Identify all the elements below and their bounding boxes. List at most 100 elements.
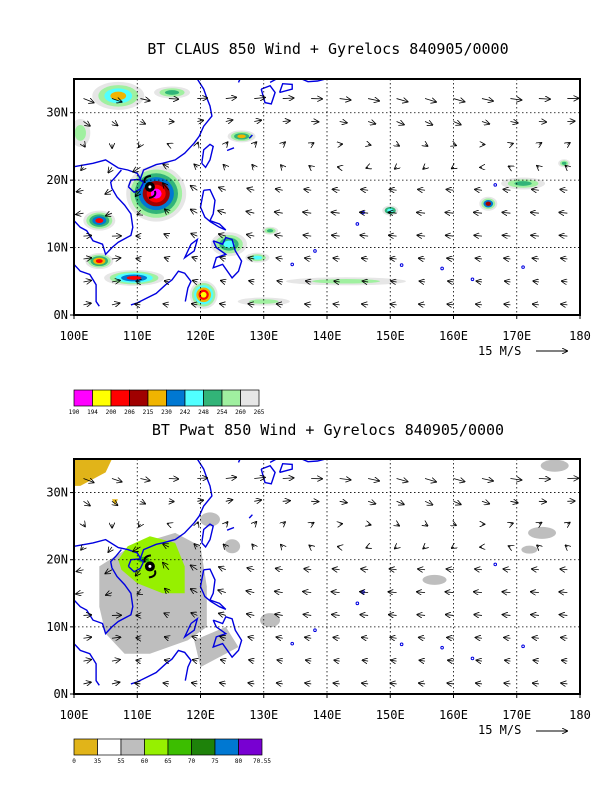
wind-vector bbox=[560, 615, 568, 616]
colorbar-swatch bbox=[147, 389, 167, 407]
island-outline bbox=[521, 265, 525, 269]
lat-tick-label: 20N bbox=[46, 553, 68, 567]
wind-vector bbox=[76, 213, 84, 214]
wind-vector bbox=[504, 569, 511, 570]
wind-vector bbox=[197, 143, 198, 145]
wind-vector bbox=[311, 523, 313, 524]
wind-vector bbox=[282, 478, 294, 479]
wind-vector bbox=[531, 615, 539, 616]
wind-vector bbox=[419, 683, 426, 684]
wind-vector bbox=[447, 304, 454, 305]
wind-vector bbox=[391, 683, 397, 684]
wind-vector bbox=[425, 144, 427, 146]
wind-vector bbox=[334, 660, 339, 661]
lat-tick-label: 10N bbox=[46, 241, 68, 255]
wind-vector bbox=[417, 212, 426, 213]
island-outline bbox=[470, 277, 475, 282]
wind-vector bbox=[481, 99, 493, 101]
coastline-segment bbox=[201, 143, 214, 169]
wind-vector bbox=[165, 281, 169, 282]
wind-vector bbox=[534, 281, 539, 282]
wind-vector bbox=[247, 188, 255, 190]
wind-vector bbox=[333, 569, 340, 570]
coastline-segment bbox=[182, 617, 199, 639]
wind-vector bbox=[476, 304, 483, 305]
wind-vector bbox=[221, 660, 226, 661]
wind-vector bbox=[362, 258, 369, 259]
wind-vector bbox=[219, 613, 226, 615]
coastline-segment bbox=[257, 459, 259, 460]
wind-vector bbox=[220, 637, 226, 639]
wind-vector bbox=[396, 99, 408, 102]
wind-vector bbox=[83, 258, 91, 259]
wind-vector bbox=[282, 501, 290, 502]
wind-vector bbox=[133, 167, 141, 171]
wind-vector bbox=[419, 258, 426, 259]
lon-tick-label: 160E bbox=[439, 708, 468, 722]
wind-vector bbox=[417, 592, 426, 593]
wind-vector bbox=[306, 660, 311, 661]
brightness-temperature-cell bbox=[200, 291, 207, 298]
wind-vector bbox=[360, 212, 369, 213]
lon-tick-label: 100E bbox=[60, 329, 89, 343]
wind-vector bbox=[339, 501, 347, 502]
wind-vector bbox=[164, 304, 169, 305]
coastline-segment bbox=[130, 649, 192, 685]
wind-vector bbox=[163, 165, 169, 168]
lon-tick-label: 180 bbox=[569, 329, 591, 343]
brightness-temperature-cell bbox=[95, 259, 103, 264]
coastline-segment bbox=[260, 84, 276, 105]
lon-tick-label: 110E bbox=[123, 708, 152, 722]
wind-vector bbox=[368, 99, 379, 101]
wind-vector bbox=[165, 660, 169, 661]
gyre-arm bbox=[148, 190, 157, 199]
island-outline bbox=[440, 266, 444, 271]
wind-vector bbox=[254, 98, 265, 99]
wind-vector bbox=[423, 167, 425, 169]
colorbar-swatch bbox=[73, 738, 98, 756]
wind-vector bbox=[502, 212, 511, 213]
wind-vector bbox=[368, 478, 379, 480]
wind-vector bbox=[532, 189, 539, 190]
wind-vector bbox=[510, 144, 512, 145]
wind-vector bbox=[136, 281, 140, 282]
wind-vector bbox=[396, 121, 404, 124]
coastline-segment bbox=[226, 147, 235, 152]
wind-vector bbox=[83, 281, 91, 282]
wind-vector bbox=[366, 167, 368, 168]
wind-vector bbox=[306, 281, 311, 282]
wind-vector bbox=[333, 189, 340, 190]
wind-vector bbox=[332, 592, 340, 593]
wind-vector bbox=[305, 304, 312, 305]
coastline-segment bbox=[257, 79, 259, 80]
wind-vector bbox=[111, 99, 122, 102]
wind-vector bbox=[191, 565, 198, 569]
colorbar-swatch bbox=[97, 738, 122, 756]
wind-vector bbox=[275, 235, 283, 236]
coastline-segment bbox=[199, 188, 227, 231]
wind-vector bbox=[81, 167, 83, 170]
wind-vector bbox=[389, 235, 397, 236]
island-outline bbox=[493, 562, 498, 567]
wind-vector bbox=[108, 167, 112, 172]
wind-vector bbox=[396, 501, 404, 504]
island-outline bbox=[290, 262, 295, 267]
wind-vector bbox=[192, 683, 198, 684]
wind-vector bbox=[532, 569, 539, 570]
colorbar-label: 254 bbox=[217, 409, 228, 416]
island-outline bbox=[355, 222, 360, 226]
wind-vector bbox=[226, 522, 228, 524]
wind-vector bbox=[192, 304, 198, 305]
wind-vector bbox=[105, 190, 113, 194]
colorbar-label: 215 bbox=[143, 409, 154, 416]
wind-vector bbox=[334, 304, 340, 305]
wind-vector bbox=[254, 477, 265, 478]
coastline-segment bbox=[212, 615, 243, 659]
colorbar-swatch bbox=[221, 389, 241, 407]
island-outline bbox=[521, 644, 525, 649]
wind-vector bbox=[220, 304, 226, 305]
wind-vector bbox=[561, 258, 568, 259]
wind-vector bbox=[448, 281, 454, 282]
wind-vector bbox=[531, 592, 539, 593]
wind-vector bbox=[333, 258, 340, 259]
